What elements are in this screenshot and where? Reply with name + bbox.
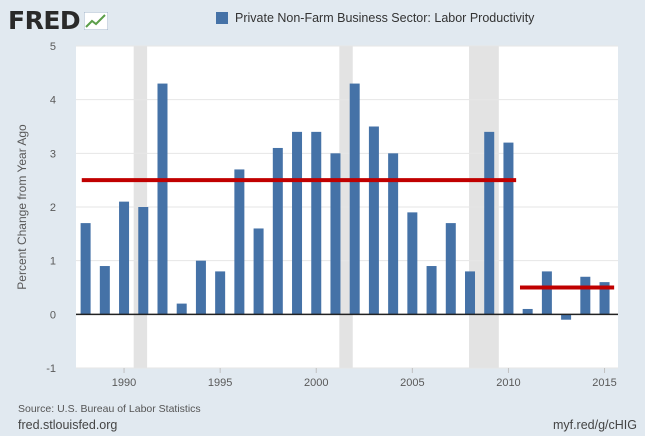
chart-line-icon	[84, 11, 109, 30]
bar[interactable]	[195, 260, 206, 315]
bar[interactable]	[368, 126, 379, 315]
bar[interactable]	[561, 314, 572, 320]
bar[interactable]	[138, 207, 149, 315]
chart-legend: Private Non-Farm Business Sector: Labor …	[216, 11, 534, 25]
bar[interactable]	[157, 83, 168, 315]
legend-label: Private Non-Farm Business Sector: Labor …	[235, 11, 535, 25]
x-tick-label: 1990	[112, 377, 136, 389]
y-tick-label: 3	[50, 148, 56, 160]
y-tick-label: 4	[50, 95, 56, 107]
bar[interactable]	[388, 153, 399, 315]
legend-swatch	[216, 12, 228, 24]
x-tick-label: 2005	[400, 377, 424, 389]
bar[interactable]	[99, 266, 110, 315]
bar[interactable]	[349, 83, 360, 315]
bar[interactable]	[580, 276, 591, 315]
bar[interactable]	[330, 153, 341, 315]
site-link[interactable]: fred.stlouisfed.org	[18, 418, 118, 432]
bar[interactable]	[215, 271, 226, 315]
x-tick-label: 2000	[304, 377, 328, 389]
bar[interactable]	[503, 142, 514, 315]
bar[interactable]	[253, 228, 264, 315]
source-note: Source: U.S. Bureau of Labor Statistics	[18, 403, 201, 415]
bar[interactable]	[407, 212, 418, 315]
x-tick-label: 2010	[496, 377, 520, 389]
y-axis-label: Percent Change from Year Ago	[15, 124, 29, 290]
bar[interactable]	[522, 308, 533, 315]
bar[interactable]	[234, 169, 245, 315]
y-tick-labels: -1 0 1 2 3 4 5	[46, 41, 56, 375]
fred-logo[interactable]: FRED	[8, 6, 109, 35]
y-tick-label: -1	[46, 363, 56, 375]
bar-series	[80, 83, 610, 320]
bar[interactable]	[80, 223, 91, 315]
bar[interactable]	[119, 201, 130, 315]
logo-text: FRED	[8, 6, 81, 35]
y-tick-label: 0	[50, 309, 56, 321]
bar[interactable]	[465, 271, 476, 315]
bar[interactable]	[445, 223, 456, 315]
y-tick-label: 5	[50, 41, 56, 53]
bar[interactable]	[426, 266, 437, 315]
bar[interactable]	[541, 271, 552, 315]
bar[interactable]	[292, 131, 303, 315]
bar[interactable]	[484, 131, 495, 315]
reference-lines	[81, 178, 615, 290]
bar[interactable]	[272, 147, 283, 315]
x-tick-labels: 1990 1995 2000 2005 2010 2015	[112, 368, 617, 389]
x-tick-label: 2015	[592, 377, 616, 389]
short-url-link[interactable]: myf.red/g/cHIG	[552, 418, 637, 432]
bar[interactable]	[599, 282, 610, 315]
bar[interactable]	[176, 303, 187, 315]
y-tick-label: 1	[50, 256, 56, 268]
bar[interactable]	[311, 131, 322, 315]
y-tick-label: 2	[50, 202, 56, 214]
x-tick-label: 1995	[208, 377, 232, 389]
